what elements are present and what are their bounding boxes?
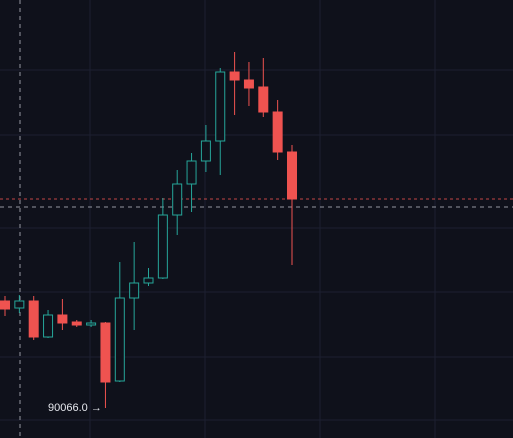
candle-body xyxy=(57,314,68,324)
candle-body xyxy=(229,71,240,81)
candle-body xyxy=(0,300,10,310)
candle-body xyxy=(43,314,54,338)
candle-body xyxy=(71,321,82,326)
candle-body xyxy=(287,151,297,200)
low-price-label: 90066.0 → xyxy=(48,402,102,414)
candle-body xyxy=(186,160,197,185)
candle-body xyxy=(28,300,39,338)
candle-body xyxy=(157,214,168,279)
candle-body xyxy=(114,297,125,382)
candle-body xyxy=(129,282,140,299)
candle-body xyxy=(272,111,283,153)
candle-body xyxy=(14,300,25,309)
candle-body xyxy=(86,322,97,326)
candle-body xyxy=(258,86,269,113)
candle-body xyxy=(200,140,211,162)
candle-body xyxy=(143,277,154,284)
candle-body xyxy=(100,322,111,383)
candle-body xyxy=(243,79,254,89)
candle-body xyxy=(172,183,183,216)
candle-body xyxy=(215,71,226,142)
